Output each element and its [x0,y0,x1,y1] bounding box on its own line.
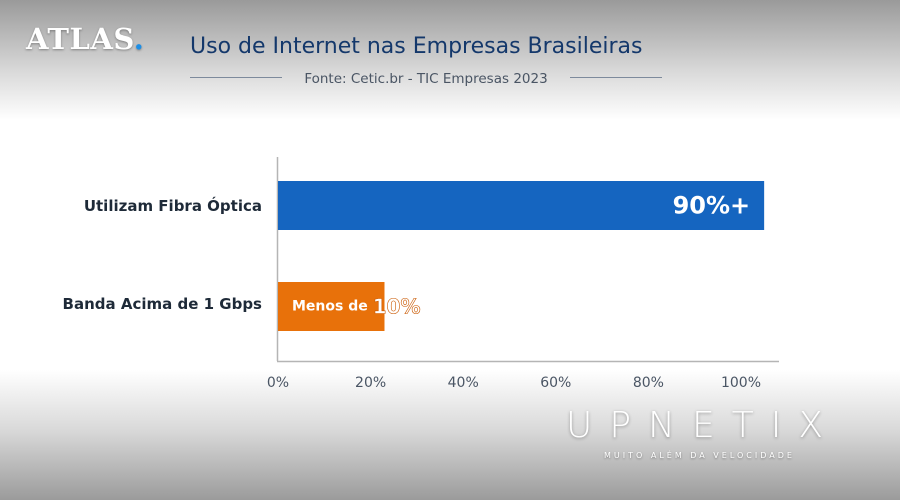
data-label-gbps-value: 10% [373,295,421,319]
atlas-logo-dot: . [133,22,145,56]
upnetix-logo: UPNETIX [566,405,841,446]
category-label-fiber: Utilizam Fibra Óptica [83,197,262,215]
chart-subtitle: Fonte: Cetic.br - TIC Empresas 2023 [304,71,548,87]
upnetix-tagline: MUITO ALÉM DA VELOCIDADE [604,451,795,460]
data-label-gbps-prefix: Menos de [292,299,373,315]
bar-fiber [278,181,765,230]
atlas-logo-text: ATLAS [26,22,134,56]
x-tick-label: 60% [540,375,571,391]
data-label-fiber: 90%+ [673,192,751,220]
atlas-logo: ATLAS. [26,22,144,56]
category-label-gbps: Banda Acima de 1 Gbps [62,295,262,313]
x-tick-label: 0% [267,375,289,391]
bar-gbps [278,282,385,331]
x-tick-label: 40% [448,375,479,391]
x-tick-label: 20% [355,375,386,391]
x-tick-label: 100% [721,375,761,391]
x-tick-label: 80% [633,375,664,391]
data-label-gbps: Menos de 10% [292,295,420,319]
chart-title: Uso de Internet nas Empresas Brasileiras [190,34,643,59]
